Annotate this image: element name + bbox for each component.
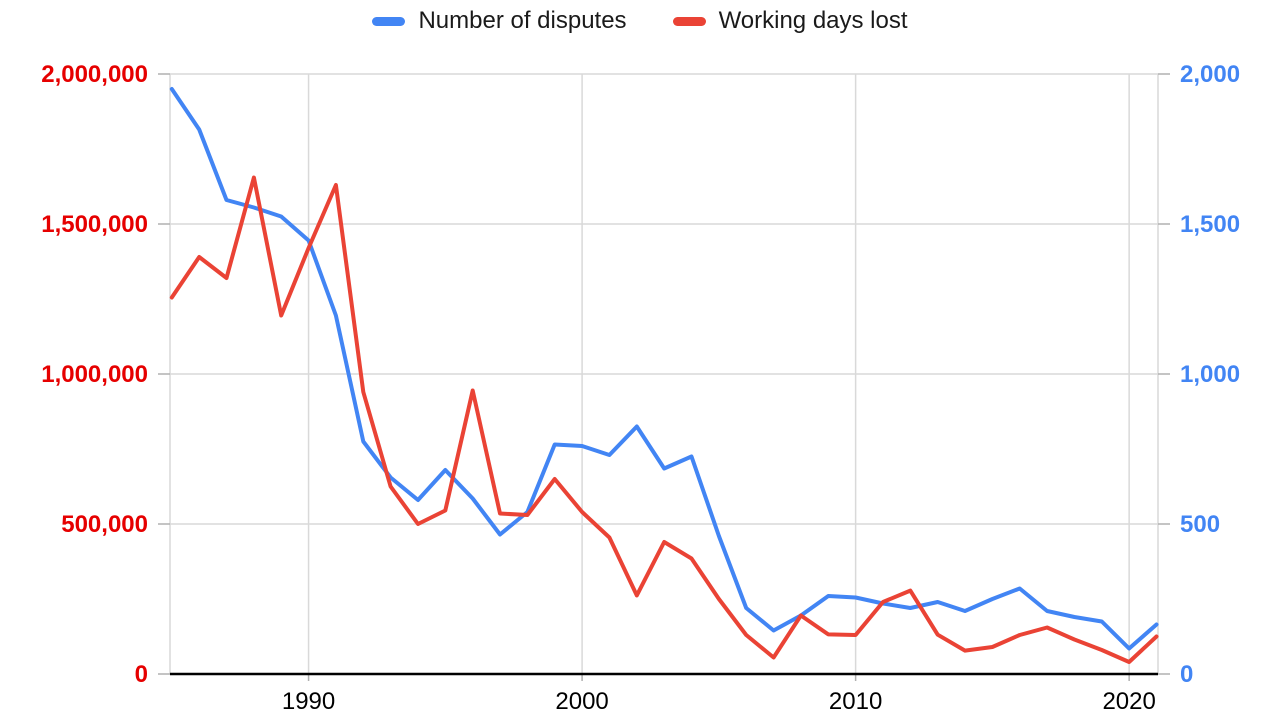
series-line-number-of-disputes[interactable] [169, 87, 1159, 651]
legend-swatch-blue [372, 16, 406, 26]
legend-swatch-red [672, 16, 706, 26]
left-axis-tick-label: 0 [135, 661, 148, 688]
legend-label: Working days lost [718, 7, 908, 34]
x-axis-tick-label: 1990 [282, 688, 335, 715]
legend-item-working-days-lost[interactable]: Working days lost [672, 7, 908, 35]
legend-label: Number of disputes [418, 7, 627, 34]
right-axis-tick-label: 2,000 [1180, 61, 1240, 88]
x-axis-tick-label: 2000 [555, 688, 608, 715]
left-axis-tick-label: 1,500,000 [41, 211, 148, 238]
right-axis-tick-label: 1,500 [1180, 211, 1240, 238]
right-axis-tick-label: 500 [1180, 511, 1220, 538]
legend-item-number-of-disputes[interactable]: Number of disputes [372, 7, 627, 35]
series-line-working-days-lost[interactable] [169, 175, 1159, 664]
left-axis-tick-label: 2,000,000 [41, 61, 148, 88]
right-axis-tick-label: 0 [1180, 661, 1193, 688]
chart-legend: Number of disputes Working days lost [0, 6, 1280, 36]
x-axis-tick-label: 2010 [829, 688, 882, 715]
right-axis-tick-label: 1,000 [1180, 361, 1240, 388]
x-axis-tick-label: 2020 [1102, 688, 1155, 715]
left-axis-tick-label: 500,000 [61, 511, 148, 538]
left-axis-tick-label: 1,000,000 [41, 361, 148, 388]
